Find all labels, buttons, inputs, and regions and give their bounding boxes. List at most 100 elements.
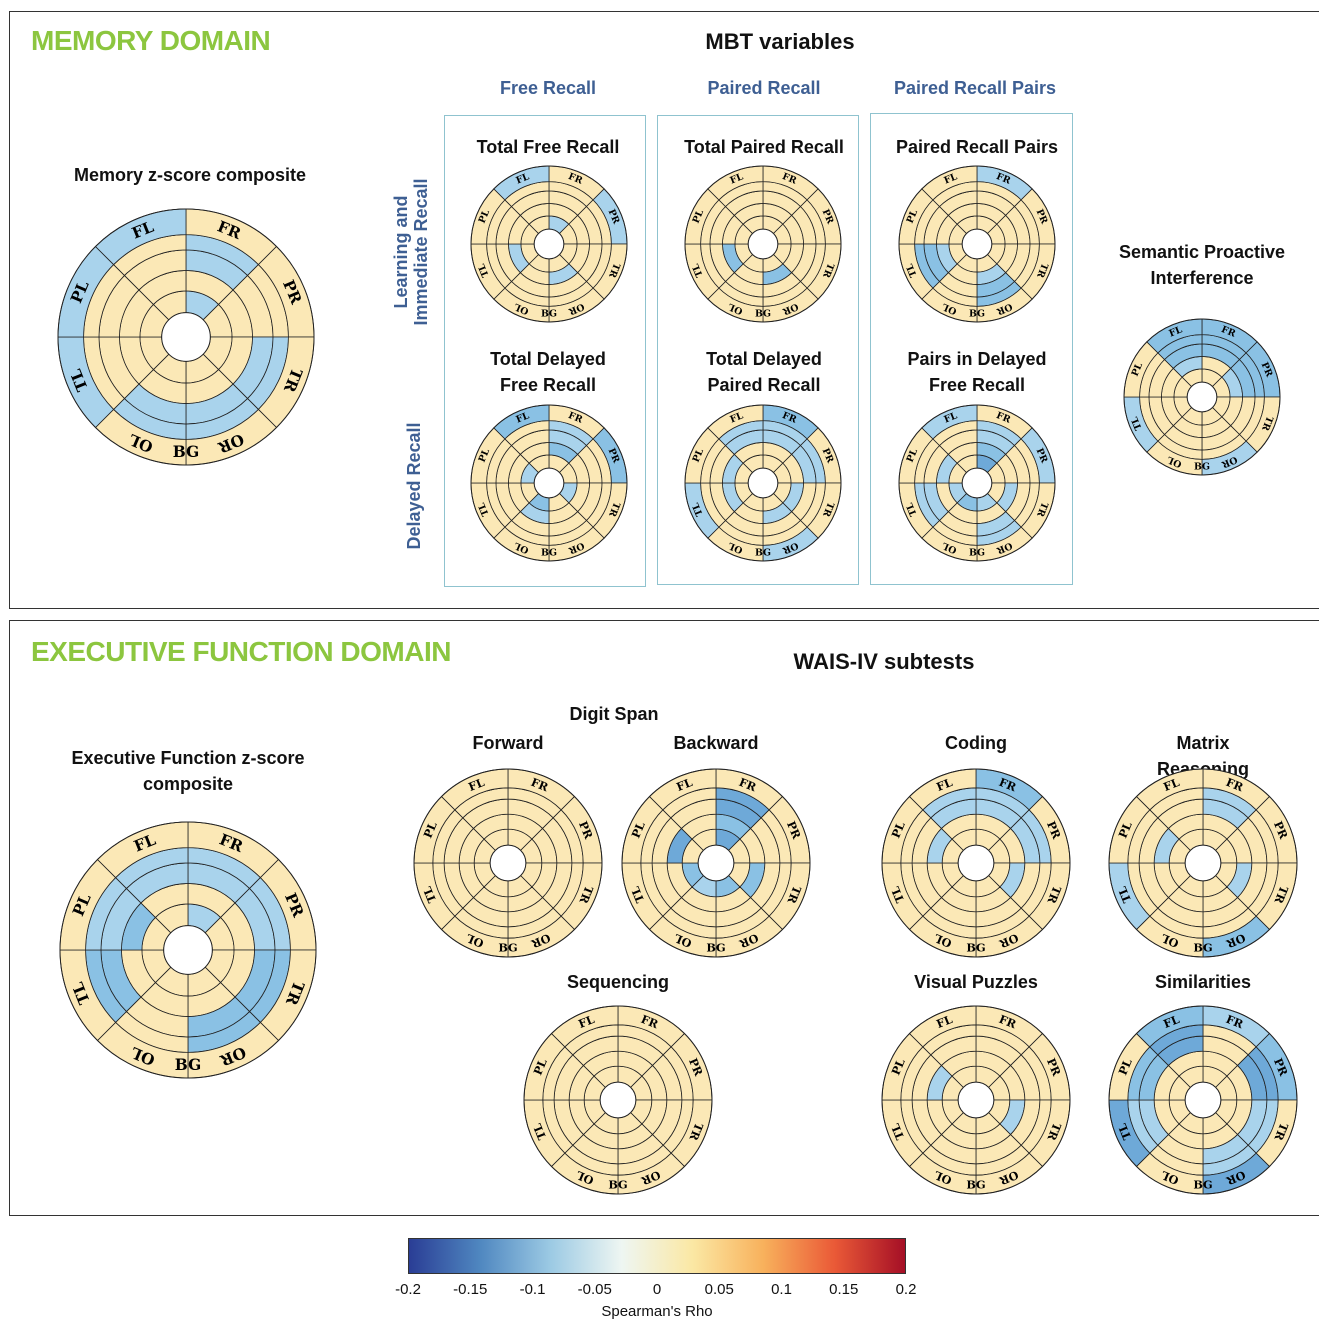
colorbar bbox=[408, 1238, 906, 1274]
bullseye-center bbox=[1184, 1081, 1222, 1119]
sector-label-pl: PL bbox=[691, 447, 707, 464]
sector-label-tr: TR bbox=[820, 261, 836, 279]
sector-label-fl: FL bbox=[515, 171, 532, 186]
sector-label-tr: TR bbox=[1259, 414, 1275, 432]
wais-iv-subtests-title: WAIS-IV subtests bbox=[793, 649, 975, 674]
bullseye-center bbox=[747, 228, 779, 260]
colorbar-tick: 0 bbox=[652, 1281, 662, 1298]
sector-label-tl: TL bbox=[420, 884, 439, 904]
bullseye-center bbox=[489, 844, 527, 882]
total-paired-recall-title: Total Paired Recall bbox=[684, 137, 844, 157]
bullseye-outline bbox=[413, 768, 603, 958]
sector-label-bg: BG bbox=[173, 443, 199, 461]
sector-label-ol: OL bbox=[940, 301, 958, 317]
colorbar-tick: -0.15 bbox=[453, 1281, 488, 1298]
sector-label-pl: PL bbox=[530, 1057, 549, 1078]
sector-label-pl: PL bbox=[1115, 1057, 1134, 1078]
mbt-variables-title: MBT variables bbox=[705, 29, 855, 54]
bullseye-outline bbox=[684, 404, 842, 562]
bullseye-outline bbox=[1108, 1005, 1298, 1195]
digit-span-title: Digit Span bbox=[569, 704, 659, 724]
sector-label-bg: BG bbox=[969, 309, 985, 320]
paired-recall-group-box bbox=[657, 115, 859, 585]
sector-label-pl: PL bbox=[477, 447, 493, 464]
sector-label-fl: FL bbox=[943, 171, 960, 186]
title-line-2: Paired Recall bbox=[707, 375, 821, 395]
sector-label-tr: TR bbox=[784, 884, 804, 906]
colorbar-tick: -0.2 bbox=[395, 1281, 421, 1298]
sector-label-ol: OL bbox=[1165, 454, 1183, 470]
bullseye-center bbox=[957, 1081, 995, 1119]
semantic-proactive-interference-title: Semantic Proactive Interference bbox=[1119, 239, 1285, 291]
bullseye-center bbox=[533, 228, 565, 260]
bullseye-center bbox=[961, 228, 993, 260]
memory-domain-panel bbox=[9, 11, 1319, 609]
bullseye-outline bbox=[881, 768, 1071, 958]
sector-label-tl: TL bbox=[1115, 1121, 1134, 1141]
sector-label-fl: FL bbox=[1168, 324, 1185, 339]
sector-label-bg: BG bbox=[1193, 1178, 1212, 1192]
sector-label-tl: TL bbox=[530, 1121, 549, 1141]
sector-label-tl: TL bbox=[1115, 884, 1134, 904]
sector-label-tl: TL bbox=[476, 501, 491, 518]
sector-label-pl: PL bbox=[628, 820, 647, 841]
bullseye-outline bbox=[523, 1005, 713, 1195]
bullseye-center bbox=[957, 844, 995, 882]
sector-label-pl: PL bbox=[905, 447, 921, 464]
sector-label-bg: BG bbox=[966, 941, 985, 955]
sector-label-ol: OL bbox=[726, 540, 744, 556]
sector-label-fr: FR bbox=[737, 775, 759, 795]
bullseye-outline bbox=[1123, 318, 1281, 476]
title-line-2: Interference bbox=[1150, 268, 1254, 288]
sector-label-pr: PR bbox=[576, 819, 596, 841]
colorbar-tick: 0.05 bbox=[704, 1281, 734, 1298]
sector-label-pr: PR bbox=[820, 208, 836, 226]
sector-label-bg: BG bbox=[966, 1178, 985, 1192]
sector-label-pl: PL bbox=[477, 208, 493, 225]
bullseye-outline bbox=[881, 1005, 1071, 1195]
bullseye-outline bbox=[1108, 768, 1298, 958]
sector-label-tr: TR bbox=[686, 1121, 706, 1143]
sector-label-fl: FL bbox=[576, 1012, 596, 1031]
sector-label-fr: FR bbox=[997, 1012, 1019, 1032]
forward-title: Forward bbox=[472, 733, 544, 753]
bullseye-outline bbox=[898, 165, 1056, 323]
sector-label-pl: PL bbox=[420, 820, 439, 841]
sector-label-bg: BG bbox=[541, 548, 557, 559]
similarities-title: Similarities bbox=[1154, 972, 1252, 992]
pairs-in-delayed-free-recall-title: Pairs in Delayed Free Recall bbox=[907, 346, 1046, 398]
sector-label-tl: TL bbox=[476, 262, 491, 279]
sector-label-ol: OL bbox=[1159, 931, 1181, 951]
sector-label-bg: BG bbox=[498, 941, 517, 955]
sector-label-fr: FR bbox=[639, 1012, 661, 1032]
total-delayed-free-recall-title: Total Delayed Free Recall bbox=[490, 346, 606, 398]
sector-label-fl: FL bbox=[934, 775, 954, 794]
sector-label-pl: PL bbox=[1130, 361, 1146, 378]
bullseye-outline bbox=[621, 768, 811, 958]
title-line-1: Executive Function z-score bbox=[71, 748, 305, 768]
sector-label-pr: PR bbox=[1271, 1056, 1291, 1078]
sector-label-bg: BG bbox=[541, 309, 557, 320]
bullseye-outline bbox=[898, 404, 1056, 562]
sector-label-pr: PR bbox=[1034, 447, 1050, 465]
sector-label-ol: OL bbox=[672, 931, 694, 951]
total-delayed-paired-recall-title: Total Delayed Paired Recall bbox=[706, 346, 822, 398]
column-title-paired-recall-pairs: Paired Recall Pairs bbox=[893, 78, 1057, 98]
sector-label-tl: TL bbox=[888, 1121, 907, 1141]
memory-composite-title: Memory z-score composite bbox=[73, 165, 307, 185]
sector-label-tr: TR bbox=[1034, 500, 1050, 518]
sector-label-fl: FL bbox=[515, 410, 532, 425]
sequencing-title: Sequencing bbox=[566, 972, 670, 992]
colorbar-tick: 0.1 bbox=[771, 1281, 792, 1298]
